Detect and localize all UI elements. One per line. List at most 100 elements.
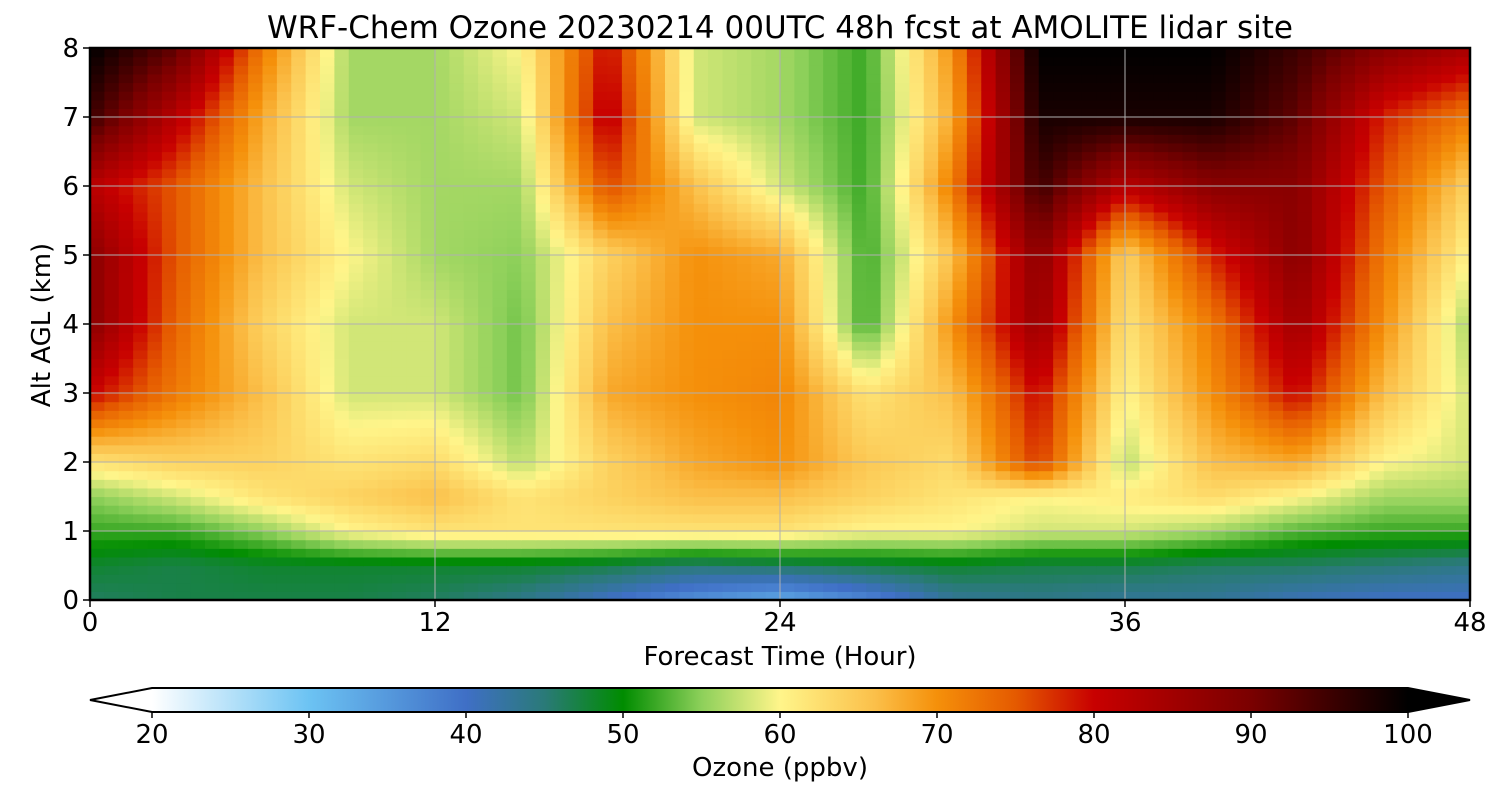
heat-cell: [305, 194, 321, 204]
heat-cell: [1096, 358, 1112, 368]
heat-cell: [607, 237, 623, 247]
heat-cell: [765, 160, 781, 170]
heat-cell: [866, 565, 882, 575]
heat-cell: [1268, 384, 1284, 394]
heat-cell: [506, 332, 522, 342]
heat-cell: [1441, 194, 1457, 204]
heat-cell: [334, 444, 350, 454]
heat-cell: [262, 160, 278, 170]
heat-cell: [966, 237, 982, 247]
heat-cell: [808, 453, 824, 463]
heat-cell: [1254, 272, 1270, 282]
heat-cell: [1053, 548, 1069, 558]
heat-cell: [909, 574, 925, 584]
heat-cell: [348, 220, 364, 230]
heat-cell: [693, 263, 709, 273]
heat-cell: [219, 272, 235, 282]
heat-cell: [377, 324, 393, 334]
heat-cell: [1455, 418, 1470, 429]
heat-cell: [665, 384, 680, 394]
heat-cell: [578, 427, 594, 437]
heat-cell: [1010, 306, 1025, 316]
heat-cell: [161, 479, 177, 489]
heat-cell: [981, 470, 997, 480]
heat-cell: [621, 384, 637, 394]
heat-cell: [550, 358, 565, 368]
heat-cell: [550, 289, 565, 299]
heat-cell: [1398, 246, 1414, 256]
heat-cell: [1311, 418, 1327, 429]
heat-cell: [1067, 211, 1083, 222]
heat-cell: [1067, 522, 1083, 532]
heat-cell: [550, 522, 565, 532]
heat-cell: [952, 487, 968, 498]
heat-cell: [320, 393, 335, 403]
heat-cell: [578, 487, 594, 498]
heat-cell: [1369, 237, 1385, 247]
heat-cell: [679, 531, 695, 541]
heat-cell: [133, 367, 149, 377]
heat-cell: [593, 263, 609, 273]
heat-cell: [334, 453, 350, 463]
heat-cell: [679, 177, 695, 187]
heat-cell: [1268, 160, 1284, 170]
heat-cell: [1125, 203, 1140, 213]
heat-cell: [1398, 341, 1414, 351]
heat-cell: [952, 436, 968, 446]
heat-cell: [1125, 211, 1140, 222]
heat-cell: [1110, 453, 1126, 463]
heat-cell: [636, 531, 652, 541]
heat-cell: [435, 324, 450, 334]
heat-cell: [621, 470, 637, 480]
heat-cell: [966, 531, 982, 541]
heat-cell: [952, 556, 968, 567]
heat-cell: [550, 591, 565, 600]
heat-cell: [1125, 479, 1140, 489]
heat-cell: [1153, 582, 1169, 592]
heat-cell: [1168, 574, 1184, 584]
heat-cell: [765, 349, 781, 360]
heat-cell: [794, 237, 810, 247]
heat-cell: [1355, 280, 1370, 291]
heat-cell: [90, 186, 105, 196]
heat-cell: [1053, 263, 1069, 273]
heat-cell: [679, 548, 695, 558]
heat-cell: [679, 186, 695, 196]
heat-cell: [1340, 255, 1356, 265]
heat-cell: [363, 229, 379, 239]
heat-cell: [923, 453, 939, 463]
heat-cell: [1053, 255, 1069, 265]
heat-cell: [1383, 505, 1399, 515]
heat-cell: [1010, 220, 1025, 230]
heat-cell: [492, 289, 508, 299]
heat-cell: [219, 194, 235, 204]
heat-cell: [420, 401, 436, 411]
heat-cell: [665, 194, 680, 204]
heat-cell: [1010, 315, 1025, 325]
heat-cell: [1426, 462, 1442, 472]
heat-cell: [866, 410, 882, 420]
heat-cell: [1240, 393, 1255, 403]
heat-cell: [808, 151, 824, 161]
heat-cell: [880, 436, 896, 446]
heat-cell: [1211, 194, 1227, 204]
heat-cell: [435, 522, 450, 532]
heat-cell: [1240, 531, 1255, 541]
heat-cell: [794, 186, 810, 196]
heat-cell: [909, 401, 925, 411]
heat-cell: [521, 280, 537, 291]
heat-cell: [190, 298, 206, 308]
heat-cell: [851, 358, 867, 368]
heat-cell: [765, 462, 781, 472]
heat-cell: [262, 203, 278, 213]
heat-cell: [1182, 462, 1198, 472]
heat-cell: [851, 375, 867, 385]
heat-cell: [305, 496, 321, 506]
heat-cell: [909, 548, 925, 558]
heat-cell: [133, 324, 149, 334]
heat-cell: [161, 332, 177, 342]
heat-cell: [320, 315, 335, 325]
heat-cell: [406, 582, 422, 592]
heat-cell: [981, 513, 997, 523]
heat-cell: [176, 384, 192, 394]
